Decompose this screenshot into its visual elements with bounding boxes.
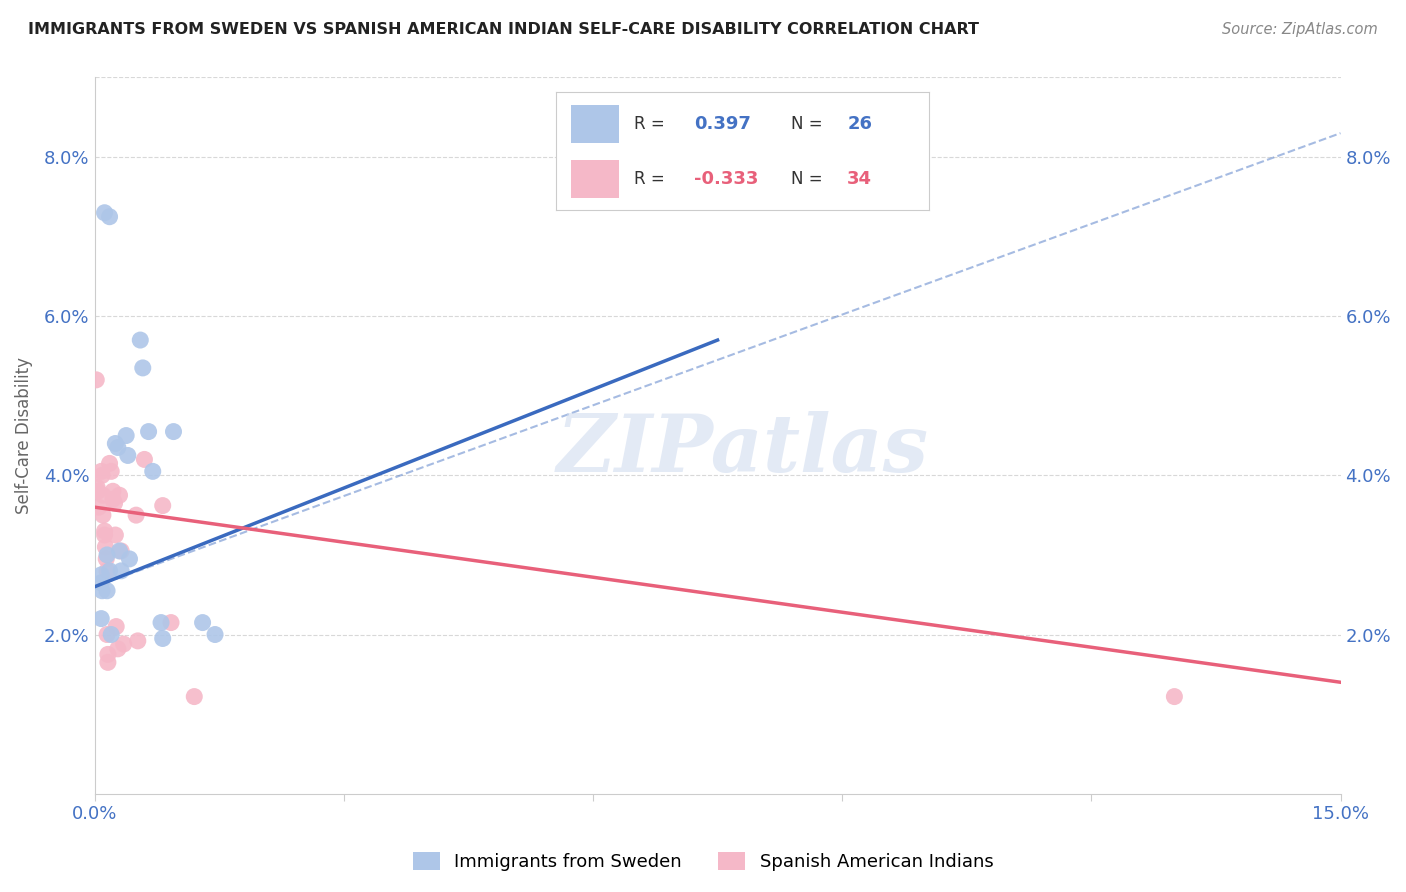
Point	[118, 552, 141, 566]
Point	[97, 656, 120, 670]
Point	[108, 488, 131, 502]
Point	[91, 583, 114, 598]
Point	[134, 452, 156, 467]
Point	[138, 425, 160, 439]
Point	[104, 528, 127, 542]
Point	[90, 611, 112, 625]
Point	[94, 540, 117, 554]
Point	[84, 373, 107, 387]
Point	[98, 457, 121, 471]
Point	[93, 524, 115, 538]
Point	[115, 428, 138, 442]
Text: IMMIGRANTS FROM SWEDEN VS SPANISH AMERICAN INDIAN SELF-CARE DISABILITY CORRELATI: IMMIGRANTS FROM SWEDEN VS SPANISH AMERIC…	[28, 22, 979, 37]
Point	[96, 548, 118, 562]
Point	[1163, 690, 1185, 704]
Y-axis label: Self-Care Disability: Self-Care Disability	[15, 357, 32, 514]
Point	[160, 615, 183, 630]
Point	[91, 488, 114, 502]
Point	[105, 619, 128, 633]
Point	[107, 441, 129, 455]
Point	[107, 641, 129, 656]
Point	[100, 464, 122, 478]
Point	[110, 544, 132, 558]
Point	[132, 360, 155, 375]
Point	[152, 632, 174, 646]
Point	[86, 480, 108, 494]
Point	[183, 690, 205, 704]
Point	[98, 564, 121, 578]
Point	[162, 425, 184, 439]
Point	[96, 583, 118, 598]
Point	[87, 500, 110, 515]
Text: Source: ZipAtlas.com: Source: ZipAtlas.com	[1222, 22, 1378, 37]
Point	[98, 210, 121, 224]
Point	[127, 633, 149, 648]
Point	[191, 615, 214, 630]
Point	[91, 508, 114, 523]
Point	[96, 552, 118, 566]
Point	[110, 564, 132, 578]
Point	[96, 564, 118, 578]
Point	[100, 627, 122, 641]
Point	[129, 333, 152, 347]
Point	[104, 436, 127, 450]
Point	[91, 468, 114, 483]
Point	[150, 615, 173, 630]
Point	[90, 575, 112, 590]
Point	[101, 492, 124, 507]
Point	[96, 627, 118, 641]
Point	[125, 508, 148, 523]
Point	[112, 637, 135, 651]
Point	[93, 205, 115, 219]
Point	[117, 449, 139, 463]
Point	[90, 464, 112, 478]
Point	[108, 544, 131, 558]
Legend: Immigrants from Sweden, Spanish American Indians: Immigrants from Sweden, Spanish American…	[405, 845, 1001, 879]
Point	[90, 567, 112, 582]
Point	[97, 648, 120, 662]
Point	[87, 484, 110, 499]
Point	[93, 528, 115, 542]
Point	[101, 484, 124, 499]
Point	[152, 499, 174, 513]
Point	[142, 464, 165, 478]
Text: ZIPatlas: ZIPatlas	[557, 411, 928, 489]
Point	[204, 627, 226, 641]
Point	[103, 496, 125, 510]
